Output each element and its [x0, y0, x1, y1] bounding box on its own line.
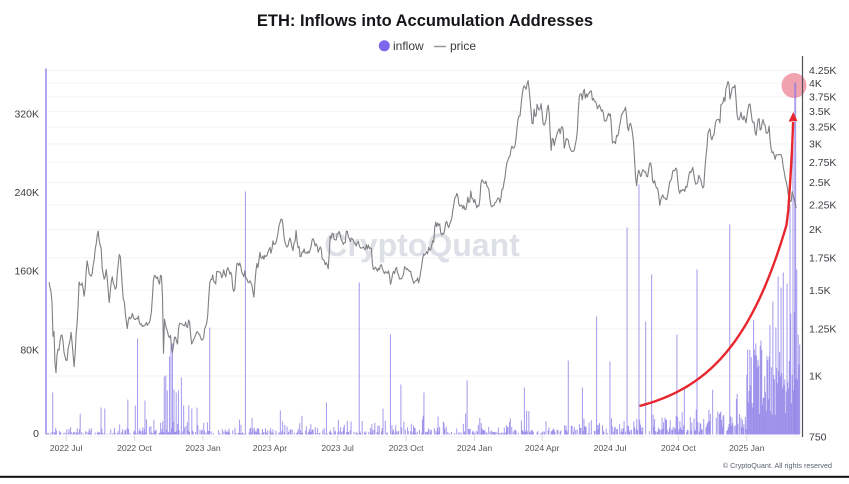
svg-text:750: 750	[809, 431, 827, 443]
svg-text:2024 Oct: 2024 Oct	[661, 443, 696, 453]
svg-text:2022 Jul: 2022 Jul	[50, 443, 83, 453]
svg-text:2024 Apr: 2024 Apr	[525, 443, 560, 453]
svg-text:80K: 80K	[20, 345, 39, 357]
svg-text:2024 Jan: 2024 Jan	[457, 443, 493, 453]
svg-text:1.75K: 1.75K	[809, 252, 836, 264]
svg-text:© CryptoQuant. All rights rese: © CryptoQuant. All rights reserved	[723, 461, 832, 470]
svg-text:price: price	[450, 39, 476, 53]
svg-text:4.25K: 4.25K	[809, 65, 836, 77]
svg-text:320K: 320K	[14, 109, 39, 121]
svg-text:3K: 3K	[809, 139, 822, 151]
svg-text:3.5K: 3.5K	[809, 106, 831, 118]
svg-text:3.25K: 3.25K	[809, 122, 836, 134]
svg-text:0: 0	[33, 428, 39, 440]
svg-text:2023 Jan: 2023 Jan	[185, 443, 221, 453]
svg-text:1.5K: 1.5K	[809, 285, 831, 297]
svg-text:1.25K: 1.25K	[809, 323, 836, 335]
svg-text:3.75K: 3.75K	[809, 91, 836, 103]
svg-text:2023 Oct: 2023 Oct	[389, 443, 424, 453]
svg-text:1K: 1K	[809, 371, 822, 383]
svg-text:4K: 4K	[809, 78, 822, 90]
svg-text:2K: 2K	[809, 224, 822, 236]
svg-text:CryptoQuant: CryptoQuant	[324, 227, 520, 263]
svg-text:2.75K: 2.75K	[809, 157, 836, 169]
svg-text:240K: 240K	[14, 187, 39, 199]
svg-text:2023 Jul: 2023 Jul	[321, 443, 354, 453]
svg-text:160K: 160K	[14, 266, 39, 278]
svg-text:2025 Jan: 2025 Jan	[729, 443, 765, 453]
svg-text:2.5K: 2.5K	[809, 177, 831, 189]
svg-text:2022 Oct: 2022 Oct	[117, 443, 152, 453]
svg-text:ETH: Inflows into Accumulation: ETH: Inflows into Accumulation Addresses	[257, 12, 593, 30]
svg-text:2.25K: 2.25K	[809, 199, 836, 211]
svg-text:inflow: inflow	[393, 39, 424, 53]
svg-text:2024 Jul: 2024 Jul	[594, 443, 627, 453]
svg-text:2023 Apr: 2023 Apr	[253, 443, 288, 453]
